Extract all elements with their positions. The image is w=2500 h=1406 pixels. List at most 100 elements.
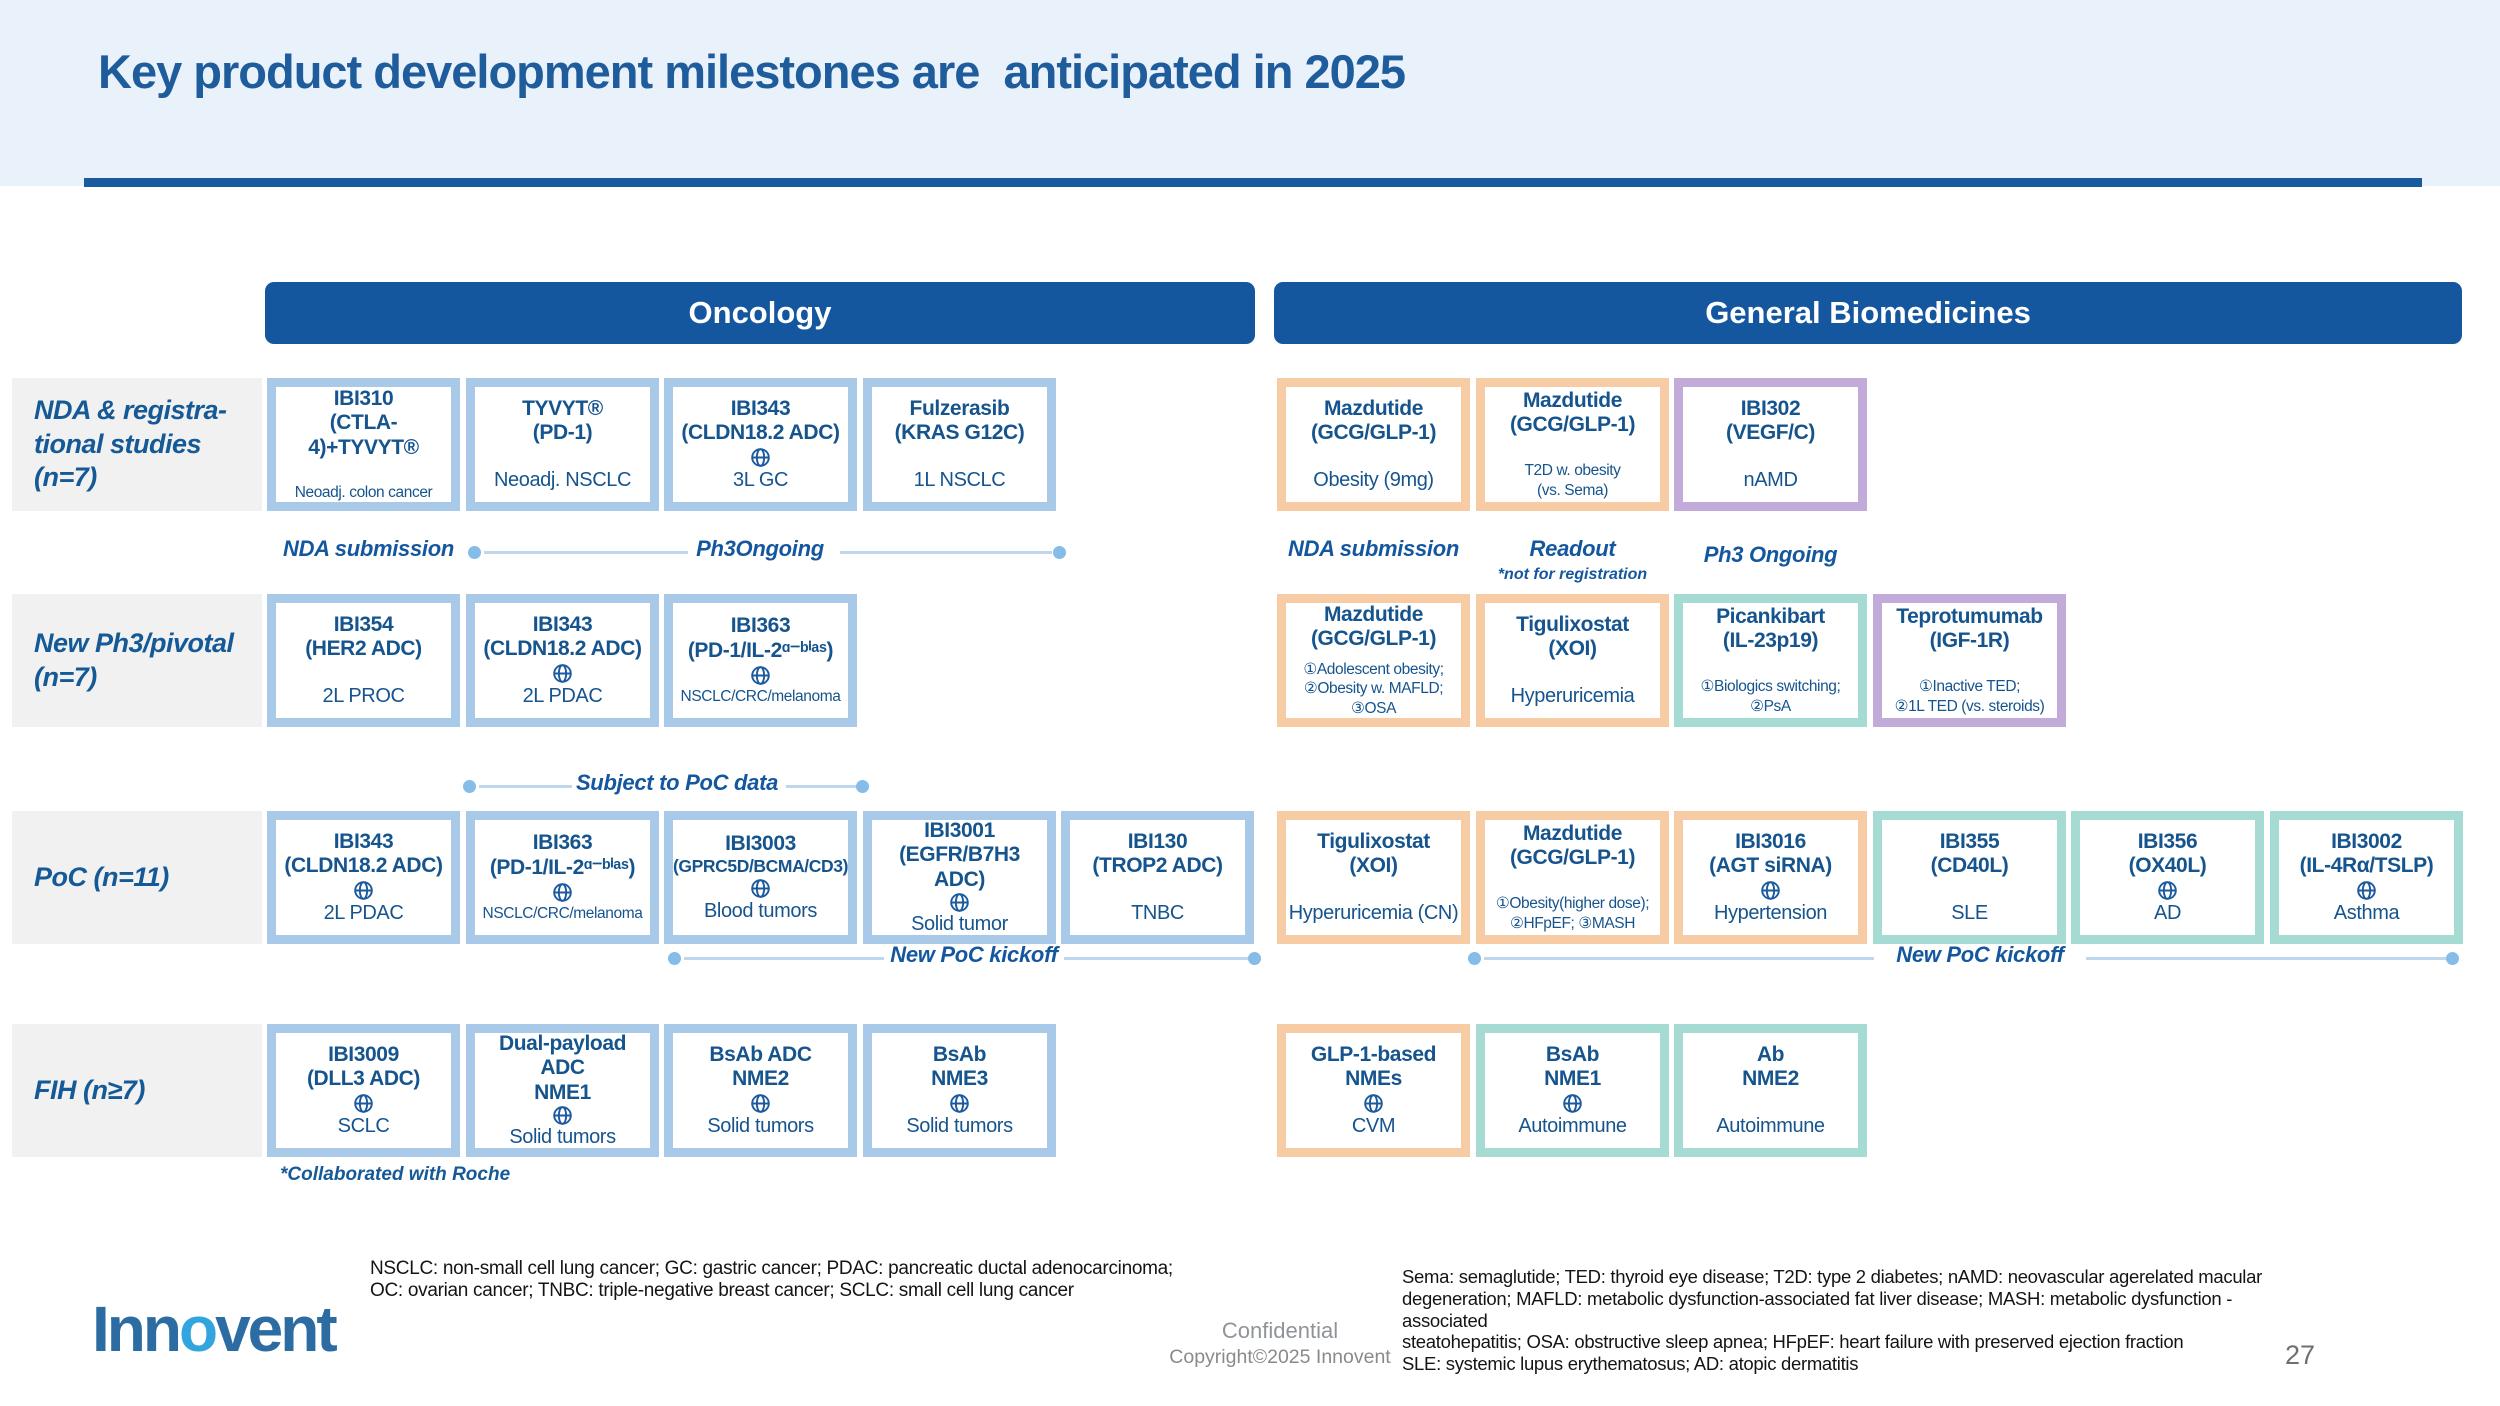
product-title: Dual-payload ADC NME1 bbox=[475, 1032, 650, 1105]
product-card: IBI302 (VEGF/C) nAMD bbox=[1674, 378, 1867, 511]
product-title: IBI3001 (EGFR/B7H3 ADC) bbox=[872, 819, 1047, 892]
milestone-dot bbox=[468, 546, 481, 559]
product-title: BsAb NME1 bbox=[1544, 1043, 1601, 1092]
product-title: Mazdutide (GCG/GLP-1) bbox=[1311, 603, 1437, 652]
milestone-dot bbox=[668, 952, 681, 965]
product-card-inner: Ab NME2 Autoimmune bbox=[1683, 1033, 1858, 1148]
product-name: Mazdutide bbox=[1522, 388, 1623, 412]
product-target: (EGFR/B7H3 ADC) bbox=[899, 843, 1020, 891]
roche-collaboration-note: *Collaborated with Roche bbox=[280, 1164, 511, 1185]
product-title: IBI354 (HER2 ADC) bbox=[305, 613, 422, 662]
product-indication: 2L PDAC bbox=[522, 685, 603, 708]
globe-icon bbox=[2157, 878, 2178, 902]
product-title: Tigulixostat (XOI) bbox=[1516, 613, 1629, 662]
product-indication: 2L PROC bbox=[322, 685, 405, 708]
product-indication: NSCLC/CRC/melanoma bbox=[680, 688, 841, 706]
product-indication: Hyperuricemia bbox=[1510, 685, 1635, 708]
milestone-label-ph3-ongoing: Ph3Ongoing bbox=[696, 536, 824, 561]
product-card-inner: TYVYT® (PD-1) Neoadj. NSCLC bbox=[475, 387, 650, 502]
product-indication: Hypertension bbox=[1713, 902, 1828, 925]
product-indication: Blood tumors bbox=[703, 900, 818, 923]
product-target: (PD-1) bbox=[532, 421, 593, 444]
product-title: IBI363 (PD-1/IL-2ᵅ⁻ᵇⁱᵃˢ) bbox=[489, 831, 636, 880]
product-target: NME3 bbox=[931, 1067, 988, 1090]
product-indication: Solid tumors bbox=[906, 1115, 1013, 1138]
product-indication: CVM bbox=[1351, 1115, 1396, 1138]
product-name: Mazdutide bbox=[1323, 603, 1424, 626]
product-indication: NSCLC/CRC/melanoma bbox=[482, 905, 643, 923]
product-target: NMEs bbox=[1345, 1067, 1402, 1090]
logo-text: vent bbox=[215, 1293, 338, 1365]
product-card-inner: IBI363 (PD-1/IL-2ᵅ⁻ᵇⁱᵃˢ) NSCLC/CRC/melanom… bbox=[673, 603, 848, 718]
product-card-inner: IBI130 (TROP2 ADC) TNBC bbox=[1070, 820, 1245, 935]
product-title: GLP-1-based NMEs bbox=[1311, 1043, 1437, 1092]
product-target: (IL-23p19) bbox=[1722, 629, 1819, 653]
product-card-inner: IBI343 (CLDN18.2 ADC) 2L PDAC bbox=[475, 603, 650, 718]
milestone-label-gb-readout: Readout bbox=[1529, 536, 1616, 561]
product-target: (HER2 ADC) bbox=[305, 637, 422, 660]
product-card-inner: BsAb ADC NME2 Solid tumors bbox=[673, 1033, 848, 1148]
product-card: IBI343 (CLDN18.2 ADC) 2L PDAC bbox=[267, 811, 460, 944]
product-target: (XOI) bbox=[1349, 854, 1398, 877]
milestone-dot bbox=[2446, 952, 2459, 965]
title-underline bbox=[84, 178, 2422, 187]
product-card: Mazdutide (GCG/GLP-1) Obesity (9mg) bbox=[1277, 378, 1470, 511]
product-name: Fulzerasib bbox=[909, 396, 1010, 420]
product-name: IBI310 bbox=[333, 387, 394, 410]
product-card-inner: IBI3003 (GPRC5D/BCMA/CD3) Blood tumors bbox=[673, 820, 848, 935]
product-card-inner: IBI354 (HER2 ADC) 2L PROC bbox=[276, 603, 451, 718]
product-target: (GCG/GLP-1) bbox=[1310, 421, 1437, 444]
product-indication: Obesity (9mg) bbox=[1313, 469, 1434, 492]
product-card: GLP-1-based NMEs CVM bbox=[1277, 1024, 1470, 1157]
product-name: Ab bbox=[1756, 1042, 1785, 1066]
product-title: IBI363 (PD-1/IL-2ᵅ⁻ᵇⁱᵃˢ) bbox=[687, 614, 834, 663]
product-card: Teprotumumab (IGF-1R) ①Inactive TED; ②1L T… bbox=[1873, 594, 2066, 727]
product-name: IBI3001 bbox=[924, 818, 995, 842]
product-indication: SCLC bbox=[337, 1115, 390, 1138]
product-indication: Solid tumors bbox=[707, 1115, 814, 1138]
globe-icon bbox=[1363, 1091, 1384, 1115]
product-name: IBI3002 bbox=[2331, 829, 2402, 853]
product-card-inner: Mazdutide (GCG/GLP-1) Obesity (9mg) bbox=[1286, 387, 1461, 502]
product-title: Ab NME2 bbox=[1742, 1043, 1799, 1092]
globe-icon bbox=[750, 876, 771, 900]
page-number: 27 bbox=[2285, 1340, 2316, 1370]
product-name: Tigulixostat bbox=[1516, 612, 1629, 636]
milestone-note-not-for-registration: *not for registration bbox=[1497, 566, 1648, 583]
product-name: IBI356 bbox=[2137, 829, 2198, 853]
product-target: (PD-1/IL-2ᵅ⁻ᵇⁱᵃˢ) bbox=[489, 855, 636, 879]
product-card-inner: GLP-1-based NMEs CVM bbox=[1286, 1033, 1461, 1148]
product-name: Mazdutide bbox=[1323, 396, 1424, 420]
product-name: IBI343 bbox=[730, 396, 791, 420]
column-header-oncology: Oncology bbox=[265, 282, 1255, 344]
globe-icon bbox=[949, 892, 970, 913]
column-header-general-biomedicines: General Biomedicines bbox=[1274, 282, 2462, 344]
product-card: BsAb ADC NME2 Solid tumors bbox=[664, 1024, 857, 1157]
product-target: (GPRC5D/BCMA/CD3) bbox=[673, 856, 849, 877]
product-name: BsAb bbox=[932, 1042, 987, 1066]
product-card-inner: IBI355 (CD40L) SLE bbox=[1882, 820, 2057, 935]
product-indication: ①Obesity(higher dose); ②HFpEF; ③MASH bbox=[1495, 895, 1650, 932]
product-card: IBI355 (CD40L) SLE bbox=[1873, 811, 2066, 944]
product-indication: Solid tumors bbox=[509, 1126, 616, 1149]
product-title: IBI302 (VEGF/C) bbox=[1726, 397, 1815, 446]
product-indication: Asthma bbox=[2333, 902, 2400, 925]
product-name: IBI3016 bbox=[1735, 829, 1806, 853]
product-card-inner: Mazdutide (GCG/GLP-1) ①Obesity(higher dose… bbox=[1485, 820, 1660, 935]
milestone-line bbox=[1064, 957, 1248, 960]
product-card: IBI356 (OX40L) AD bbox=[2071, 811, 2264, 944]
product-name: IBI354 bbox=[333, 612, 394, 636]
product-indication: AD bbox=[2154, 902, 2181, 925]
product-card-inner: IBI363 (PD-1/IL-2ᵅ⁻ᵇⁱᵃˢ) NSCLC/CRC/melanom… bbox=[475, 820, 650, 935]
product-card-inner: IBI356 (OX40L) AD bbox=[2080, 820, 2255, 935]
product-target: (CLDN18.2 ADC) bbox=[681, 421, 840, 444]
milestone-line bbox=[684, 957, 884, 960]
confidential-label: Confidential bbox=[1221, 1318, 1339, 1343]
product-indication: ①Adolescent obesity; ②Obesity w. MAFLD; … bbox=[1303, 660, 1444, 717]
product-target: (PD-1/IL-2ᵅ⁻ᵇⁱᵃˢ) bbox=[687, 638, 834, 662]
product-name: IBI3009 bbox=[328, 1042, 399, 1066]
milestone-dot bbox=[1053, 546, 1066, 559]
product-card: IBI3016 (AGT siRNA) Hypertension bbox=[1674, 811, 1867, 944]
product-card-inner: Picankibart (IL-23p19) ①Biologics switchin… bbox=[1683, 603, 1858, 718]
